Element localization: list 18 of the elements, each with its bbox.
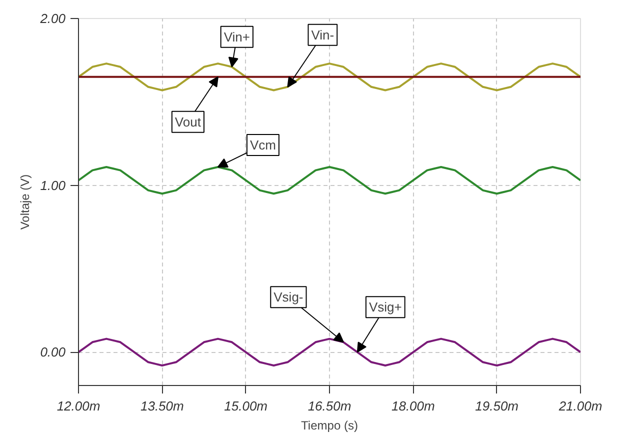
y-axis-title: Voltaje (V): [18, 174, 32, 230]
y-tick-label: 2.00: [39, 11, 66, 26]
x-tick-label: 12.00m: [56, 398, 100, 414]
x-tick-label: 13.50m: [140, 398, 184, 414]
x-tick-label: 18.00m: [391, 398, 436, 414]
x-tick-label: 16.50m: [308, 398, 352, 414]
x-tick-label: 19.50m: [475, 398, 519, 414]
annotation: Vout: [174, 114, 202, 130]
annotation: Vcm: [250, 137, 276, 152]
annotation: Vsig-: [274, 290, 304, 305]
x-axis-title: Tiempo (s): [301, 418, 358, 432]
x-tick-label: 21.00m: [558, 398, 602, 414]
annotation: Vsig+: [368, 300, 402, 315]
x-tick-label: 15.00m: [224, 398, 268, 414]
annotation: Vin+: [224, 29, 250, 44]
y-tick-label: 0.00: [40, 344, 66, 360]
annotation: Vin-: [311, 27, 334, 42]
y-tick-label: 1.00: [40, 178, 66, 193]
